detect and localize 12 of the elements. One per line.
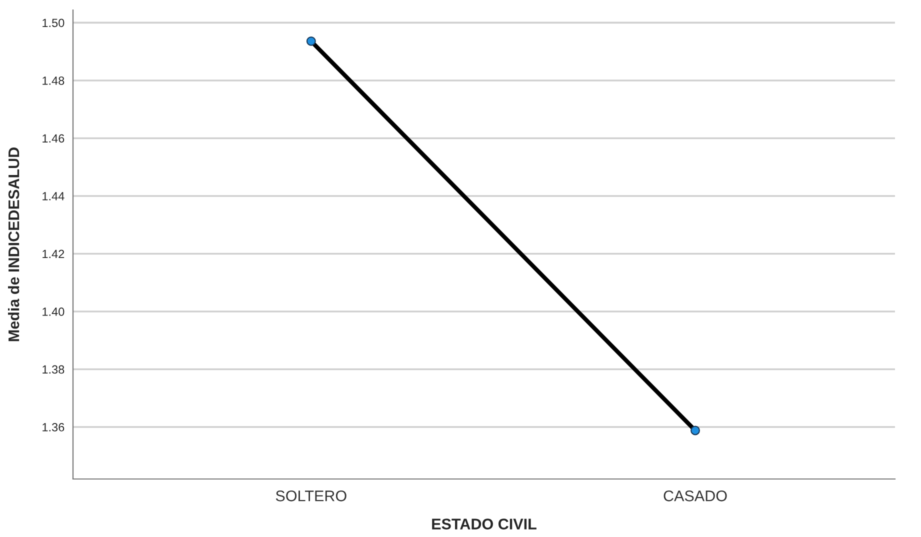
- y-tick-label: 1.36: [42, 423, 64, 432]
- y-tick-label: 1.48: [42, 76, 64, 85]
- y-tick-label: 1.44: [42, 192, 64, 200]
- y-tick-label: 1.38: [42, 365, 64, 374]
- y-tick-label: 1.50: [42, 18, 64, 28]
- y-tick-label: 1.40: [42, 308, 64, 316]
- y-axis-title: Media de INDICEDESALUD: [8, 148, 20, 342]
- y-tick-label: 1.46: [42, 134, 64, 143]
- x-tick-label: CASADO: [664, 490, 727, 502]
- y-tick-label: 1.42: [42, 250, 64, 258]
- x-axis-title: ESTADO CIVIL: [432, 518, 536, 530]
- x-tick-label: SOLTERO: [276, 490, 346, 502]
